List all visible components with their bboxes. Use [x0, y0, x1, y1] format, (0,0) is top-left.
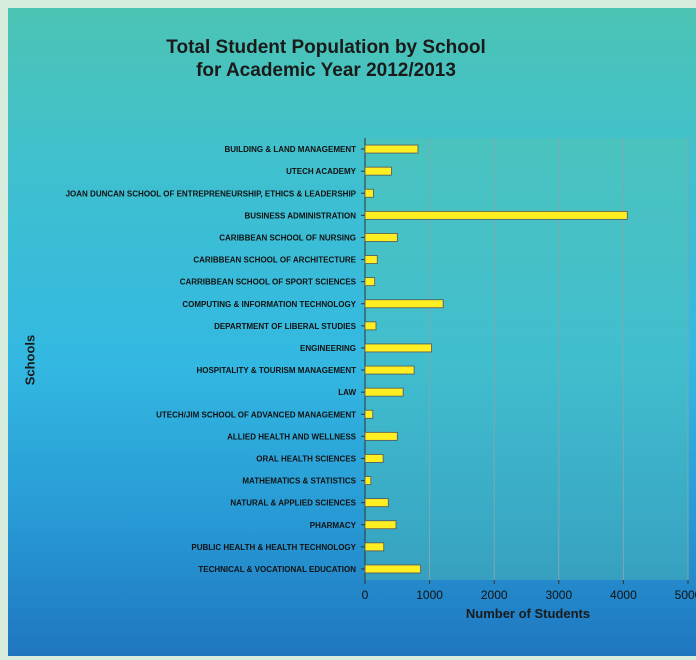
category-label: CARIBBEAN SCHOOL OF NURSING [219, 233, 356, 242]
category-label: ALLIED HEALTH AND WELLNESS [227, 432, 357, 441]
category-label: CARIBBEAN SCHOOL OF ARCHITECTURE [193, 256, 356, 265]
category-label: JOAN DUNCAN SCHOOL OF ENTREPRENEURSHIP, … [66, 189, 357, 198]
chart-title-line-1: Total Student Population by School [166, 37, 486, 58]
bar [364, 409, 374, 419]
bar [364, 387, 404, 397]
x-tick-label: 1000 [416, 588, 443, 602]
bar [364, 255, 378, 264]
category-label: NATURAL & APPLIED SCIENCES [230, 499, 356, 508]
bar [364, 564, 421, 574]
bar [364, 454, 384, 463]
category-label: COMPUTING & INFORMATION TECHNOLOGY [182, 300, 356, 309]
category-label: LAW [338, 388, 356, 397]
category-label: ORAL HEALTH SCIENCES [256, 454, 356, 463]
bar [364, 431, 398, 441]
category-label: BUSINESS ADMINISTRATION [244, 211, 356, 220]
bar-chart: 0 1000 2000 3000 4000 5000 BUILDING & LAND MAN… [66, 138, 696, 602]
x-tick-label: 0 [362, 588, 369, 602]
x-tick-label: 4000 [610, 588, 637, 602]
category-label: MATHEMATICS & STATISTICS [242, 477, 356, 486]
chart-title-line-2: for Academic Year 2012/2013 [196, 60, 456, 81]
bar [364, 233, 398, 242]
category-label: PUBLIC HEALTH & HEALTH TECHNOLOGY [191, 543, 356, 552]
category-label: UTECH ACADEMY [286, 167, 357, 176]
x-tick-label: 2000 [481, 588, 508, 602]
x-tick-label: 3000 [545, 588, 572, 602]
category-label: UTECH/JIM SCHOOL OF ADVANCED MANAGEMENT [156, 410, 356, 419]
bar [364, 498, 389, 508]
bar [364, 166, 392, 176]
category-label: ENGINEERING [300, 344, 356, 353]
category-label: PHARMACY [310, 521, 357, 530]
bar [364, 299, 444, 309]
category-label: BUILDING & LAND MANAGEMENT [224, 145, 356, 154]
bar [364, 277, 376, 287]
bar [364, 476, 372, 485]
bar [364, 144, 419, 154]
bar [364, 210, 628, 220]
bar [364, 188, 374, 198]
category-label: DEPARTMENT OF LIBERAL STUDIES [214, 322, 357, 331]
bar [364, 321, 377, 331]
x-tick-label: 5000 [675, 588, 696, 602]
chart-frame: Total Student Population by School for A… [8, 8, 696, 656]
bar [364, 343, 432, 353]
bar [364, 365, 415, 375]
x-axis-label: Number of Students [465, 606, 591, 621]
plot-area [365, 138, 688, 580]
category-label: HOSPITALITY & TOURISM MANAGEMENT [196, 366, 356, 375]
bar [364, 542, 385, 552]
category-label: CARRIBBEAN SCHOOL OF SPORT SCIENCES [180, 278, 357, 287]
category-label: TECHNICAL & VOCATIONAL EDUCATION [198, 565, 356, 574]
bar [364, 520, 397, 530]
